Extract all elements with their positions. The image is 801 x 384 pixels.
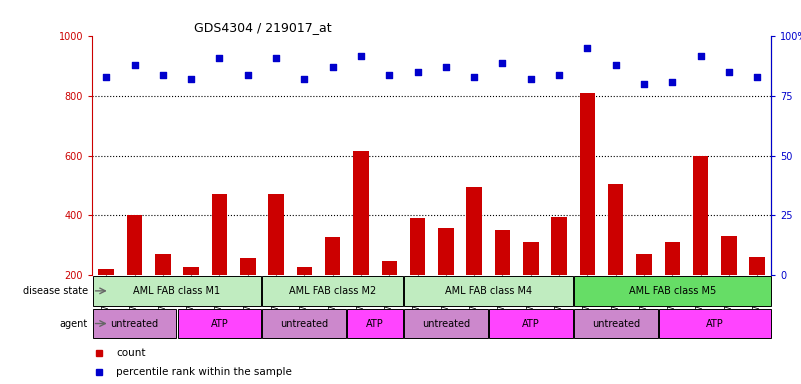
Point [468,74,481,80]
Point [723,69,735,75]
Bar [489,309,573,338]
Bar [438,228,453,275]
Bar [240,258,256,275]
Bar [693,156,708,275]
Bar [155,254,171,275]
Point [694,53,707,59]
Text: untreated: untreated [592,318,640,329]
Text: untreated: untreated [422,318,470,329]
Text: ATP: ATP [211,318,228,329]
Bar [263,276,403,306]
Bar [99,269,114,275]
Bar [93,309,176,338]
Point [185,76,198,83]
Point [213,55,226,61]
Bar [381,261,397,275]
Text: percentile rank within the sample: percentile rank within the sample [116,367,292,377]
Bar [410,218,425,275]
Point [638,81,650,87]
Point [298,76,311,83]
Bar [523,242,538,275]
Point [355,53,368,59]
Bar [636,254,652,275]
Bar [551,217,567,275]
Bar [211,194,227,275]
Bar [658,309,771,338]
Text: AML FAB class M4: AML FAB class M4 [445,286,532,296]
Bar [268,194,284,275]
Bar [721,236,737,275]
Text: ATP: ATP [366,318,384,329]
Bar [750,257,765,275]
Bar [325,237,340,275]
Text: AML FAB class M5: AML FAB class M5 [629,286,716,296]
Bar [353,151,368,275]
Bar [178,309,261,338]
Point [100,74,113,80]
Point [525,76,537,83]
Bar [574,276,771,306]
Point [411,69,424,75]
Point [440,65,453,71]
Point [241,71,254,78]
Text: count: count [116,348,146,358]
Text: GDS4304 / 219017_at: GDS4304 / 219017_at [194,21,332,34]
Text: ATP: ATP [706,318,723,329]
Bar [665,242,680,275]
Bar [466,187,482,275]
Bar [296,267,312,275]
Point [496,60,509,66]
Point [666,79,678,85]
Point [270,55,283,61]
Bar [608,184,623,275]
Bar [183,267,199,275]
Bar [348,309,403,338]
Point [751,74,763,80]
Bar [495,230,510,275]
Text: AML FAB class M2: AML FAB class M2 [289,286,376,296]
Point [553,71,566,78]
Bar [580,93,595,275]
Bar [404,309,488,338]
Text: untreated: untreated [111,318,159,329]
Bar [263,309,346,338]
Text: disease state: disease state [23,286,88,296]
Bar [93,276,261,306]
Point [610,62,622,68]
Point [326,65,339,71]
Point [128,62,141,68]
Point [383,71,396,78]
Point [156,71,169,78]
Bar [574,309,658,338]
Point [581,45,594,51]
Text: agent: agent [60,318,88,329]
Bar [404,276,573,306]
Bar [127,215,143,275]
Text: AML FAB class M1: AML FAB class M1 [134,286,220,296]
Text: untreated: untreated [280,318,328,329]
Text: ATP: ATP [522,318,540,329]
